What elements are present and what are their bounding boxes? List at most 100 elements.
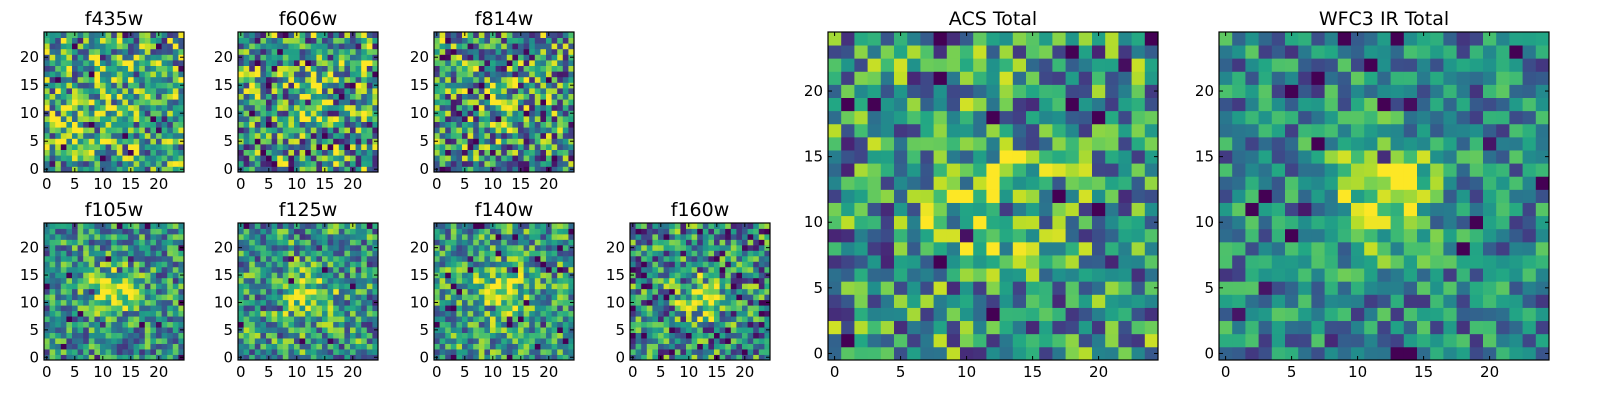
y-tick-label: 20 [410,239,429,257]
heatmap-cell [117,261,123,267]
heatmap-cell [117,116,123,122]
heatmap-cell [322,133,328,139]
heatmap-cell [128,344,134,350]
heatmap-cell [356,54,362,60]
heatmap-cell [361,150,367,156]
heatmap-cell [294,138,300,144]
heatmap-cell [72,344,78,350]
heatmap-cell [328,94,334,100]
heatmap-cell [89,272,95,278]
heatmap-cell [316,77,322,83]
heatmap-cell [440,161,446,167]
heatmap-cell [277,289,283,295]
heatmap-cell [288,66,294,72]
heatmap-cell [473,234,479,240]
heatmap-cell [636,294,642,300]
heatmap-cell [277,32,283,38]
heatmap-cell [44,349,50,355]
heatmap-cell [468,294,474,300]
heatmap-cell [473,223,479,229]
heatmap-cell [156,66,162,72]
heatmap-cell [266,267,272,273]
heatmap-cell [167,116,173,122]
heatmap-cell [255,161,261,167]
heatmap-cell [266,116,272,122]
heatmap-cell [518,38,524,44]
heatmap-cell [479,161,485,167]
y-tick-label: 0 [29,348,39,366]
heatmap-cell [630,234,636,240]
heatmap-cell [440,267,446,273]
heatmap-cell [658,344,664,350]
heatmap-cell [344,322,350,328]
heatmap-cell [641,344,647,350]
heatmap-cell [960,268,974,282]
heatmap-cell [333,150,339,156]
heatmap-cell [277,122,283,128]
heatmap-cell [322,245,328,251]
heatmap-cell [294,133,300,139]
heatmap-cell [344,88,350,94]
heatmap-cell [283,110,289,116]
heatmap-cell [468,344,474,350]
heatmap-cell [731,294,737,300]
heatmap-cell [122,245,128,251]
heatmap-cell [473,38,479,44]
heatmap-cell [1026,281,1040,295]
heatmap-cell [328,294,334,300]
heatmap-cell [55,127,61,133]
heatmap-cell [1000,268,1014,282]
heatmap-cell [283,316,289,322]
heatmap-cell [490,43,496,49]
heatmap-cell [106,311,112,317]
heatmap-cell [557,256,563,262]
heatmap-cell [759,267,765,273]
heatmap-cell [367,261,373,267]
heatmap-cell [294,311,300,317]
heatmap-cell [512,110,518,116]
heatmap-cell [283,38,289,44]
heatmap-cell [50,311,56,317]
heatmap-cell [72,66,78,72]
heatmap-cell [94,66,100,72]
heatmap-cell [742,316,748,322]
heatmap-cell [117,105,123,111]
heatmap-cell [294,155,300,161]
heatmap-cell [122,161,128,167]
heatmap-cell [367,228,373,234]
heatmap-cell [462,228,468,234]
heatmap-cell [854,255,868,269]
heatmap-cell [1066,176,1080,190]
heatmap-cell [557,344,563,350]
heatmap-cell [50,250,56,256]
heatmap-cell [468,267,474,273]
heatmap-cell [305,283,311,289]
heatmap-cell [1026,242,1040,256]
heatmap-cell [456,32,462,38]
heatmap-cell [272,349,278,355]
heatmap-cell [128,305,134,311]
heatmap-cell [973,203,987,217]
heatmap-cell [367,223,373,229]
heatmap-cell [44,43,50,49]
heatmap-cell [322,66,328,72]
heatmap-cell [468,32,474,38]
heatmap-cell [881,281,895,295]
y-tick-label: 10 [410,104,429,122]
heatmap-cell [305,77,311,83]
heatmap-cell [720,272,726,278]
heatmap-cell [496,138,502,144]
heatmap-cell [117,38,123,44]
heatmap-cell [736,338,742,344]
heatmap-cell [658,311,664,317]
heatmap-cell [920,203,934,217]
heatmap-cell [83,272,89,278]
heatmap-cell [311,32,317,38]
heatmap-cell [479,60,485,66]
heatmap-cell [72,88,78,94]
heatmap-cell [512,155,518,161]
heatmap-cell [540,122,546,128]
heatmap-cell [89,77,95,83]
heatmap-cell [128,127,134,133]
heatmap-cell [630,316,636,322]
